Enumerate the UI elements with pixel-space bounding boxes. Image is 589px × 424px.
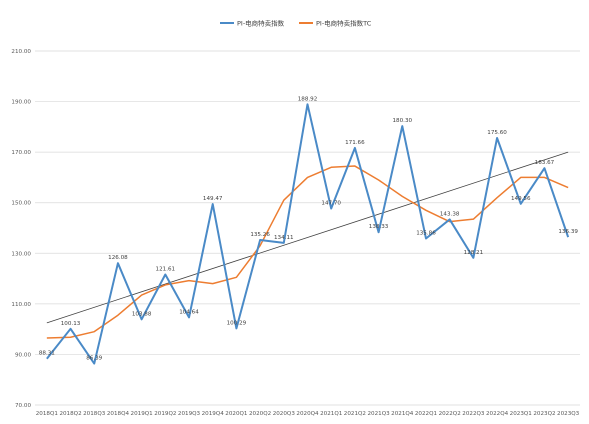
data-label: 149.56 — [511, 196, 531, 202]
x-axis-ticks: 2018Q1 2018Q2 2018Q3 2018Q4 2019Q1 2019Q2 2019… — [36, 411, 580, 417]
y-tick-label: 150.00 — [11, 201, 31, 207]
x-tick-label: 2018Q4 — [107, 411, 130, 417]
data-label: 175.60 — [487, 130, 507, 136]
data-label: 188.92 — [298, 96, 318, 102]
legend-label-series-1: PI-电商特卖指数 — [237, 19, 285, 28]
y-tick-label: 210.00 — [11, 49, 31, 55]
trendline — [46, 151, 569, 324]
series-line-index — [46, 103, 570, 365]
data-label: 100.29 — [227, 320, 247, 326]
data-label: 100.13 — [61, 321, 81, 327]
x-tick-label: 2022Q1 — [415, 411, 438, 417]
x-tick-label: 2023Q1 — [510, 411, 533, 417]
x-tick-label: 2023Q3 — [557, 411, 580, 417]
x-tick-label: 2021Q3 — [367, 411, 390, 417]
x-tick-label: 2018Q3 — [83, 411, 106, 417]
x-tick-label: 2021Q1 — [320, 411, 343, 417]
data-label: 104.64 — [179, 309, 199, 315]
data-label: 86.39 — [86, 356, 102, 362]
y-tick-label: 110.00 — [11, 302, 31, 308]
x-tick-label: 2023Q2 — [533, 411, 555, 417]
y-axis-ticks: 70.00 90.00 110.00 130.00 150.00 170.00 190.00… — [11, 49, 31, 409]
y-tick-label: 130.00 — [11, 251, 31, 257]
data-label: 138.33 — [369, 224, 389, 230]
x-tick-label: 2020Q4 — [296, 411, 319, 417]
data-label: 143.38 — [440, 211, 460, 217]
data-label: 147.70 — [321, 201, 341, 207]
x-tick-label: 2022Q4 — [486, 411, 509, 417]
data-labels: 88.31 100.13 86.39 126.08 103.88 121.61 104.64… — [39, 96, 579, 361]
x-tick-label: 2019Q1 — [131, 411, 154, 417]
x-tick-label: 2018Q1 — [36, 411, 59, 417]
trendline-group — [46, 151, 569, 324]
data-label: 135.26 — [250, 232, 270, 238]
x-tick-label: 2022Q3 — [462, 411, 485, 417]
data-label: 126.08 — [108, 255, 128, 261]
data-label: 180.30 — [392, 118, 412, 124]
data-label: 135.86 — [416, 230, 436, 236]
y-tick-label: 170.00 — [11, 150, 31, 156]
x-tick-label: 2019Q4 — [202, 411, 225, 417]
data-label: 149.47 — [203, 196, 223, 202]
x-tick-label: 2019Q3 — [178, 411, 201, 417]
data-label: 171.66 — [345, 140, 365, 146]
legend: PI-电商特卖指数 PI-电商特卖指数TC — [220, 19, 372, 28]
x-tick-label: 2019Q2 — [154, 411, 176, 417]
legend-label-series-2: PI-电商特卖指数TC — [316, 19, 372, 28]
series-group — [46, 103, 570, 365]
y-tick-label: 190.00 — [11, 100, 31, 106]
x-tick-label: 2021Q2 — [344, 411, 366, 417]
x-tick-label: 2020Q3 — [273, 411, 296, 417]
data-label: 136.39 — [558, 229, 578, 235]
x-tick-label: 2021Q4 — [391, 411, 414, 417]
y-tick-label: 70.00 — [15, 403, 31, 409]
y-tick-label: 90.00 — [15, 352, 31, 358]
data-label: 128.21 — [464, 250, 484, 256]
series-line-tc — [46, 165, 569, 339]
x-tick-label: 2020Q2 — [249, 411, 271, 417]
data-label: 163.67 — [535, 160, 555, 166]
gridlines — [35, 50, 580, 406]
x-tick-label: 2022Q2 — [439, 411, 461, 417]
data-label: 121.61 — [156, 267, 176, 273]
x-tick-label: 2018Q2 — [59, 411, 81, 417]
data-label: 134.11 — [274, 235, 294, 241]
data-label: 88.31 — [39, 351, 55, 357]
x-tick-label: 2020Q1 — [225, 411, 248, 417]
data-label: 103.88 — [132, 311, 152, 317]
